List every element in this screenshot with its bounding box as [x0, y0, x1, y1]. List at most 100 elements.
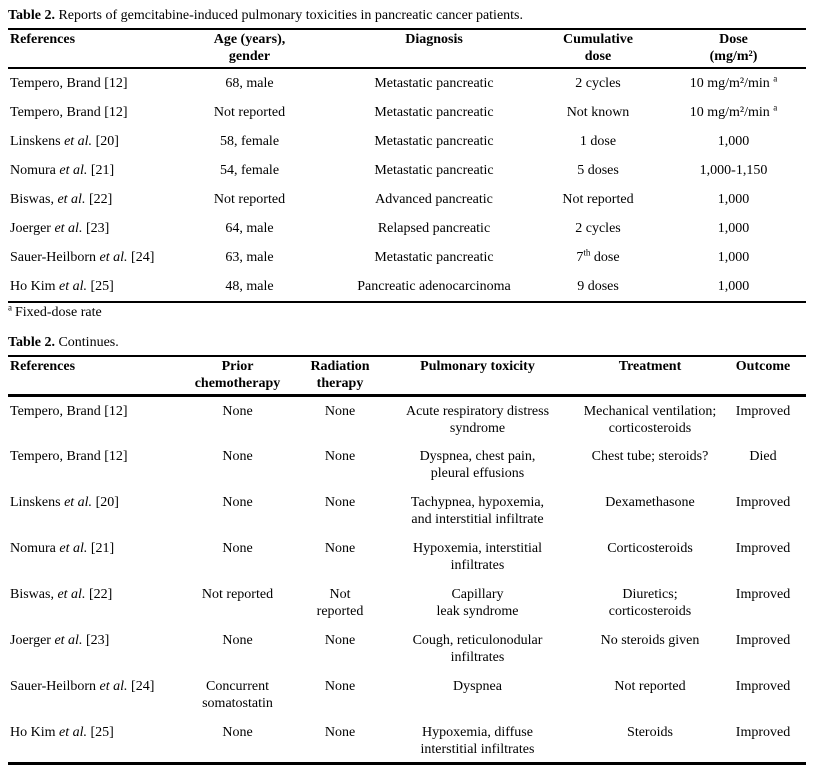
et-al-italic: et al.	[64, 134, 93, 149]
table2-caption-text: Continues.	[54, 335, 119, 350]
table2-caption: Table 2. Continues.	[8, 334, 806, 352]
prior-chemotherapy-cell: None	[222, 632, 253, 648]
age-gender-cell: 58, female	[219, 134, 280, 149]
table-row: Ho Kim et al. [25] 48, male Pancreatic a…	[8, 272, 806, 302]
reference-cell: Ho Kim et al. [25]	[8, 718, 170, 764]
cumulative-text: 5 doses	[577, 163, 619, 178]
radiation-therapy-cell: None	[324, 494, 356, 510]
table1-header-row: References Age (years), gender Diagnosis…	[8, 29, 806, 68]
reference-cell: Nomura et al. [21]	[8, 156, 166, 185]
table-row: Nomura et al. [21] 54, female Metastatic…	[8, 156, 806, 185]
table1-header-diagnosis: Diagnosis	[405, 32, 463, 47]
table2: References Prior chemotherapy Radiation …	[8, 355, 806, 765]
reference-cell: Joerger et al. [23]	[8, 214, 166, 243]
cumulative-dose-cell: 2 cycles	[535, 214, 661, 243]
age-gender-cell: 68, male	[225, 76, 274, 91]
reference-cell: Linskens et al. [20]	[8, 127, 166, 156]
pulmonary-toxicity-cell: Cough, reticulonodular infiltrates	[412, 632, 543, 665]
table2-caption-label: Table 2.	[8, 335, 55, 350]
reference-citation: [24]	[127, 250, 155, 265]
reference-cell: Tempero, Brand [12]	[8, 68, 166, 98]
reference-text: Sauer-Heilborn	[10, 250, 100, 265]
reference-cell: Biswas, et al. [22]	[8, 580, 170, 626]
reference-cell: Tempero, Brand [12]	[8, 98, 166, 127]
radiation-therapy-cell: None	[324, 540, 356, 556]
radiation-therapy-cell: None	[324, 632, 356, 648]
cumulative-dose-cell: Not known	[535, 98, 661, 127]
dose-footnote-marker: a	[773, 73, 778, 84]
reference-citation: [21]	[87, 163, 115, 178]
table-row: Tempero, Brand [12] None None Acute resp…	[8, 396, 806, 442]
table-row: Biswas, et al. [22] Not reported Not rep…	[8, 580, 806, 626]
radiation-therapy-cell: None	[324, 404, 356, 419]
outcome-cell: Died	[749, 448, 777, 464]
age-gender-cell: Not reported	[213, 192, 286, 207]
dose-footnote-marker: a	[773, 102, 778, 113]
cumulative-text: Not known	[566, 105, 630, 120]
table-row: Joerger et al. [23] None None Cough, ret…	[8, 626, 806, 672]
dose-cell: 1,000	[661, 243, 806, 272]
pulmonary-toxicity-cell: Tachypnea, hypoxemia, and interstitial i…	[410, 494, 545, 527]
prior-chemotherapy-cell: Not reported	[201, 586, 274, 602]
dose-cell: 1,000	[661, 185, 806, 214]
table2-header-treatment: Treatment	[618, 359, 682, 374]
et-al-italic: et al.	[59, 163, 88, 178]
et-al-italic: et al.	[59, 540, 88, 556]
treatment-cell: Dexamethasone	[605, 494, 695, 510]
prior-chemotherapy-cell: None	[222, 404, 253, 419]
table1-header-dose: Dose (mg/m²)	[709, 32, 758, 64]
reference-cell: Nomura et al. [21]	[8, 534, 170, 580]
diagnosis-cell: Pancreatic adenocarcinoma	[357, 279, 511, 294]
et-al-italic: et al.	[59, 279, 87, 294]
cumulative-dose-cell: 5 doses	[535, 156, 661, 185]
dose-cell: 1,000	[661, 127, 806, 156]
dose-text: 1,000	[717, 221, 750, 236]
reference-text: Tempero, Brand [12]	[10, 105, 128, 120]
pulmonary-toxicity-cell: Dyspnea	[453, 678, 502, 694]
table2-header-outcome: Outcome	[735, 359, 791, 374]
table-row: Joerger et al. [23] 64, male Relapsed pa…	[8, 214, 806, 243]
dose-text: 1,000	[717, 250, 750, 265]
et-al-italic: et al.	[99, 250, 128, 265]
radiation-therapy-cell: Not reported	[316, 586, 364, 619]
table-row: Ho Kim et al. [25] None None Hypoxemia, …	[8, 718, 806, 764]
table-row: Sauer-Heilborn et al. [24] 63, male Meta…	[8, 243, 806, 272]
pulmonary-toxicity-cell: Dyspnea, chest pain, pleural effusions	[419, 448, 536, 481]
cumulative-dose-cell: 2 cycles	[535, 68, 661, 98]
treatment-cell: Diuretics; corticosteroids	[608, 586, 692, 619]
prior-chemotherapy-cell: Concurrent somatostatin	[202, 678, 273, 711]
diagnosis-cell: Metastatic pancreatic	[374, 134, 494, 149]
reference-cell: Tempero, Brand [12]	[8, 396, 170, 442]
cumulative-text: Not reported	[562, 192, 634, 207]
dose-cell: 1,000	[661, 214, 806, 243]
et-al-italic: et al.	[57, 586, 86, 602]
cumulative-text-post: dose	[590, 250, 620, 265]
reference-text: Joerger	[10, 632, 55, 648]
table-row: Tempero, Brand [12] 68, male Metastatic …	[8, 68, 806, 98]
outcome-cell: Improved	[735, 632, 791, 648]
dose-text: 1,000	[717, 279, 750, 294]
dose-text: 10 mg/m²/min	[689, 76, 774, 91]
cumulative-dose-cell: Not reported	[535, 185, 661, 214]
cumulative-dose-cell: 9 doses	[535, 272, 661, 302]
table2-header: References Prior chemotherapy Radiation …	[8, 356, 806, 396]
reference-text: Nomura	[10, 163, 60, 178]
reference-citation: [20]	[92, 134, 119, 149]
reference-text: Biswas,	[10, 586, 58, 602]
cumulative-text: 9 doses	[577, 279, 619, 294]
cumulative-dose-cell: 1 dose	[535, 127, 661, 156]
et-al-italic: et al.	[59, 724, 87, 740]
reference-citation: [22]	[85, 586, 113, 602]
cumulative-text: 2 cycles	[575, 76, 621, 91]
et-al-italic: et al.	[54, 632, 83, 648]
footnote-marker: a	[8, 302, 12, 313]
cumulative-text: 1 dose	[579, 134, 617, 149]
radiation-therapy-cell: None	[324, 678, 356, 694]
reference-citation: [23]	[82, 221, 110, 236]
reference-citation: [20]	[92, 494, 119, 510]
table1-caption-text: Reports of gemcitabine-induced pulmonary…	[54, 8, 524, 23]
pulmonary-toxicity-cell: Acute respiratory distress syndrome	[405, 404, 550, 436]
table1-caption-label: Table 2.	[8, 8, 55, 23]
outcome-cell: Improved	[735, 724, 791, 740]
